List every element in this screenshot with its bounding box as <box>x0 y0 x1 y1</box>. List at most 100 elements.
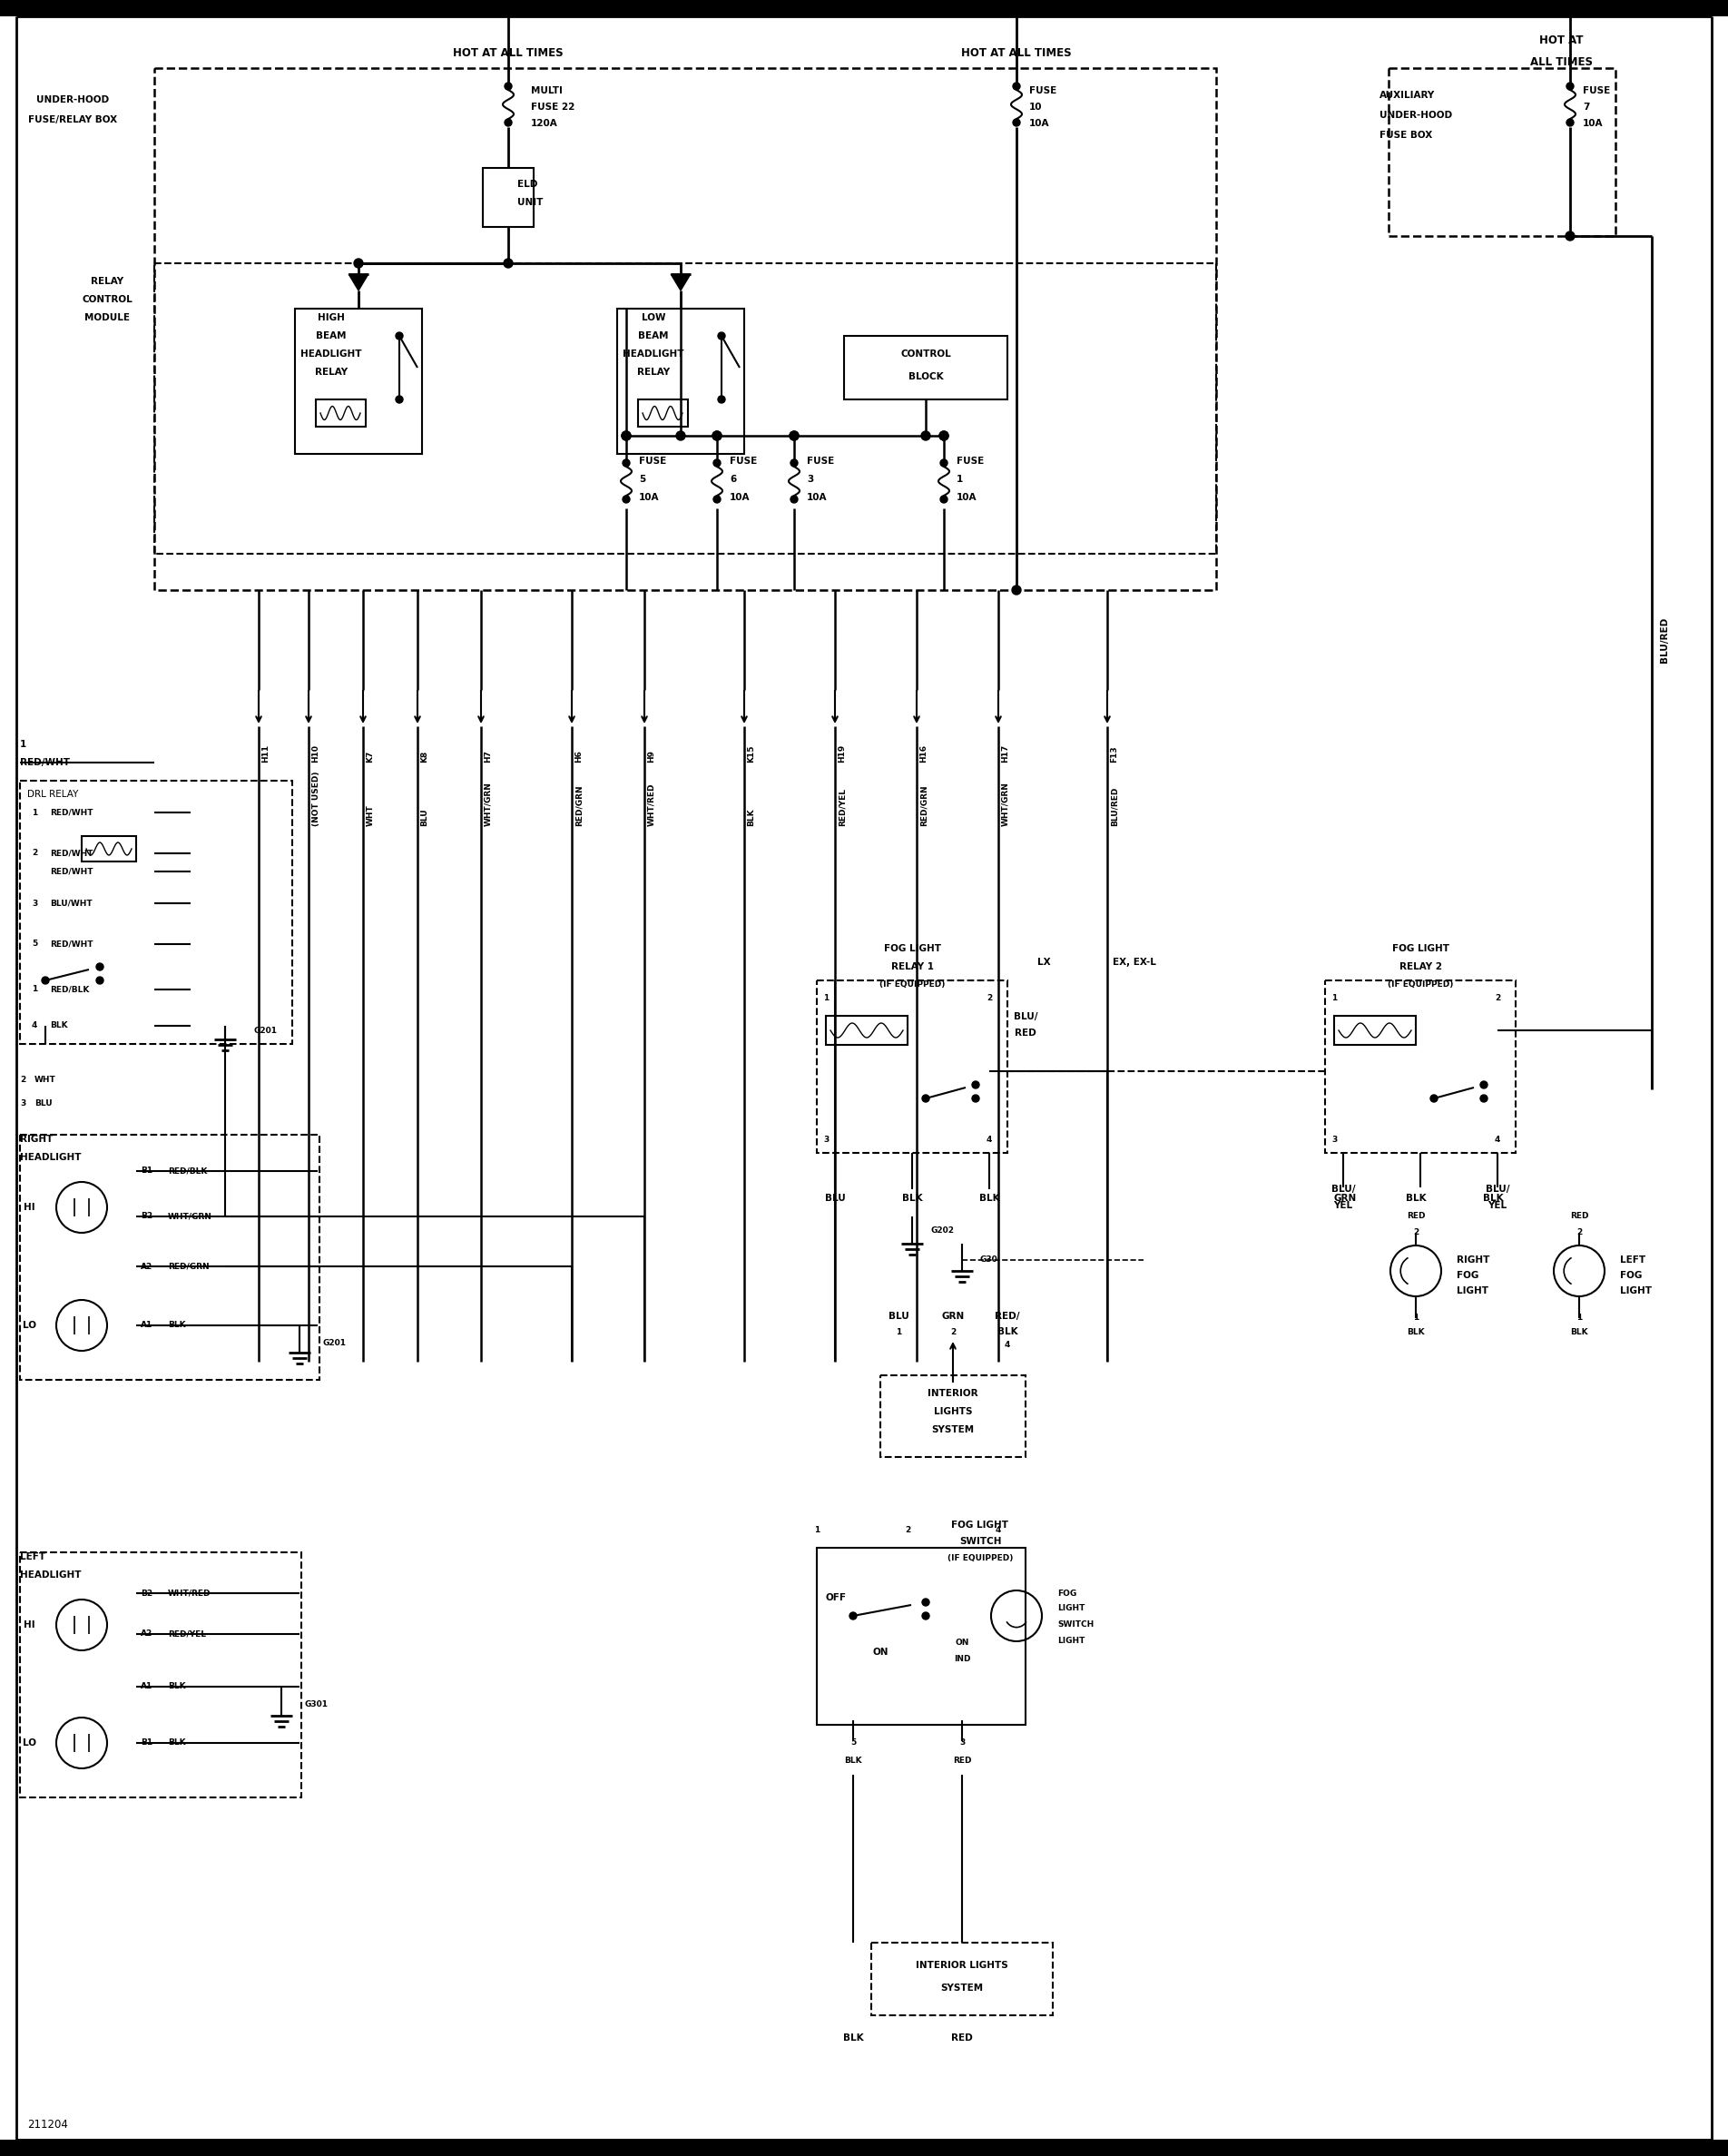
Bar <box>154 69 1217 591</box>
Circle shape <box>1481 1095 1488 1102</box>
Text: RED/WHT: RED/WHT <box>50 940 93 949</box>
Circle shape <box>622 431 631 440</box>
Circle shape <box>1013 119 1020 127</box>
Text: 3: 3 <box>21 1100 26 1106</box>
Text: 3: 3 <box>1331 1136 1337 1143</box>
Text: 4: 4 <box>31 1022 38 1031</box>
Circle shape <box>396 332 403 338</box>
Text: HEADLIGHT: HEADLIGHT <box>301 349 361 358</box>
Text: 1: 1 <box>895 1328 902 1337</box>
Text: HOT AT ALL TIMES: HOT AT ALL TIMES <box>453 47 563 58</box>
Text: SWITCH: SWITCH <box>1058 1621 1094 1630</box>
Text: RED/YEL: RED/YEL <box>838 787 847 826</box>
Text: 3: 3 <box>959 1740 964 1746</box>
Text: 2: 2 <box>1576 1229 1583 1238</box>
Text: 4: 4 <box>1004 1341 1011 1350</box>
Text: RED/GRN: RED/GRN <box>575 785 582 826</box>
Text: LEFT: LEFT <box>21 1552 45 1561</box>
Circle shape <box>1566 231 1574 241</box>
Circle shape <box>622 431 631 440</box>
Text: INTERIOR: INTERIOR <box>928 1388 978 1397</box>
Bar <box>817 1548 1025 1725</box>
Circle shape <box>940 496 947 502</box>
Text: BLK: BLK <box>168 1682 185 1690</box>
Circle shape <box>940 431 949 440</box>
Text: BLU: BLU <box>35 1100 52 1106</box>
Text: HOT AT: HOT AT <box>1540 34 1583 47</box>
Text: RED: RED <box>950 2033 973 2042</box>
Text: MULTI: MULTI <box>530 86 563 95</box>
Text: ALL TIMES: ALL TIMES <box>1529 56 1591 67</box>
Text: 1: 1 <box>814 1526 819 1533</box>
Text: H19: H19 <box>838 744 847 763</box>
Circle shape <box>971 1080 980 1089</box>
Circle shape <box>1431 1095 1438 1102</box>
Text: A2: A2 <box>140 1261 152 1270</box>
Text: FOG LIGHT: FOG LIGHT <box>883 944 940 953</box>
Text: K7: K7 <box>366 750 375 763</box>
Text: BLU/: BLU/ <box>1014 1011 1037 1022</box>
Text: FUSE BOX: FUSE BOX <box>1379 132 1433 140</box>
Circle shape <box>712 431 722 440</box>
Text: LIGHT: LIGHT <box>1058 1604 1085 1613</box>
Text: G30: G30 <box>980 1257 999 1263</box>
Text: WHT: WHT <box>35 1076 55 1084</box>
Text: HEADLIGHT: HEADLIGHT <box>622 349 684 358</box>
Circle shape <box>717 332 726 338</box>
Text: H7: H7 <box>484 750 492 763</box>
Text: BLK: BLK <box>168 1322 185 1330</box>
Text: 6: 6 <box>729 474 736 483</box>
Circle shape <box>790 431 798 440</box>
Text: (IF EQUIPPED): (IF EQUIPPED) <box>947 1554 1013 1561</box>
Text: RED: RED <box>1407 1212 1426 1220</box>
Text: K8: K8 <box>420 750 429 763</box>
Text: H16: H16 <box>919 744 928 763</box>
Text: (IF EQUIPPED): (IF EQUIPPED) <box>880 981 945 990</box>
Text: RELAY: RELAY <box>314 369 347 377</box>
Text: 2: 2 <box>1495 994 1500 1003</box>
Circle shape <box>940 459 947 466</box>
Text: YEL: YEL <box>1334 1201 1353 1210</box>
Text: RED/: RED/ <box>995 1311 1020 1322</box>
Text: UNIT: UNIT <box>517 198 543 207</box>
Text: 120A: 120A <box>530 119 558 127</box>
Text: K15: K15 <box>748 744 755 763</box>
Text: UNDER-HOOD: UNDER-HOOD <box>36 95 109 103</box>
Bar <box>817 981 1007 1153</box>
Polygon shape <box>670 274 691 291</box>
Text: HEADLIGHT: HEADLIGHT <box>21 1570 81 1580</box>
Text: 2: 2 <box>950 1328 956 1337</box>
Text: RED/WHT: RED/WHT <box>50 849 93 858</box>
Text: FUSE: FUSE <box>639 457 667 466</box>
Text: 5: 5 <box>850 1740 855 1746</box>
Bar <box>880 1376 1025 1457</box>
Text: CONTROL: CONTROL <box>81 295 133 304</box>
Circle shape <box>1567 82 1574 91</box>
Text: WHT/GRN: WHT/GRN <box>484 783 492 826</box>
Bar <box>0 0 1728 17</box>
Text: 3: 3 <box>823 1136 829 1143</box>
Bar <box>1325 981 1515 1153</box>
Text: LOW: LOW <box>641 313 665 321</box>
Text: A2: A2 <box>140 1630 152 1639</box>
Text: FUSE: FUSE <box>957 457 983 466</box>
Text: A1: A1 <box>140 1682 152 1690</box>
Text: AUXILIARY: AUXILIARY <box>1379 91 1434 99</box>
Circle shape <box>505 82 511 91</box>
Circle shape <box>1481 1080 1488 1089</box>
Text: 4: 4 <box>1495 1136 1500 1143</box>
Text: MODULE: MODULE <box>85 313 130 321</box>
Text: 1: 1 <box>957 474 962 483</box>
Text: 2: 2 <box>905 1526 911 1533</box>
Text: FOG LIGHT: FOG LIGHT <box>952 1520 1009 1529</box>
Text: RELAY: RELAY <box>638 369 670 377</box>
Text: BEAM: BEAM <box>638 332 669 341</box>
Text: BLU/: BLU/ <box>1486 1184 1510 1194</box>
Text: WHT/GRN: WHT/GRN <box>1002 783 1009 826</box>
Text: FOG: FOG <box>1621 1270 1642 1281</box>
Bar <box>21 780 292 1044</box>
Text: 10A: 10A <box>1583 119 1604 127</box>
Text: RED/GRN: RED/GRN <box>919 785 928 826</box>
Text: RED/GRN: RED/GRN <box>168 1261 209 1270</box>
Text: (IF EQUIPPED): (IF EQUIPPED) <box>1388 981 1453 990</box>
